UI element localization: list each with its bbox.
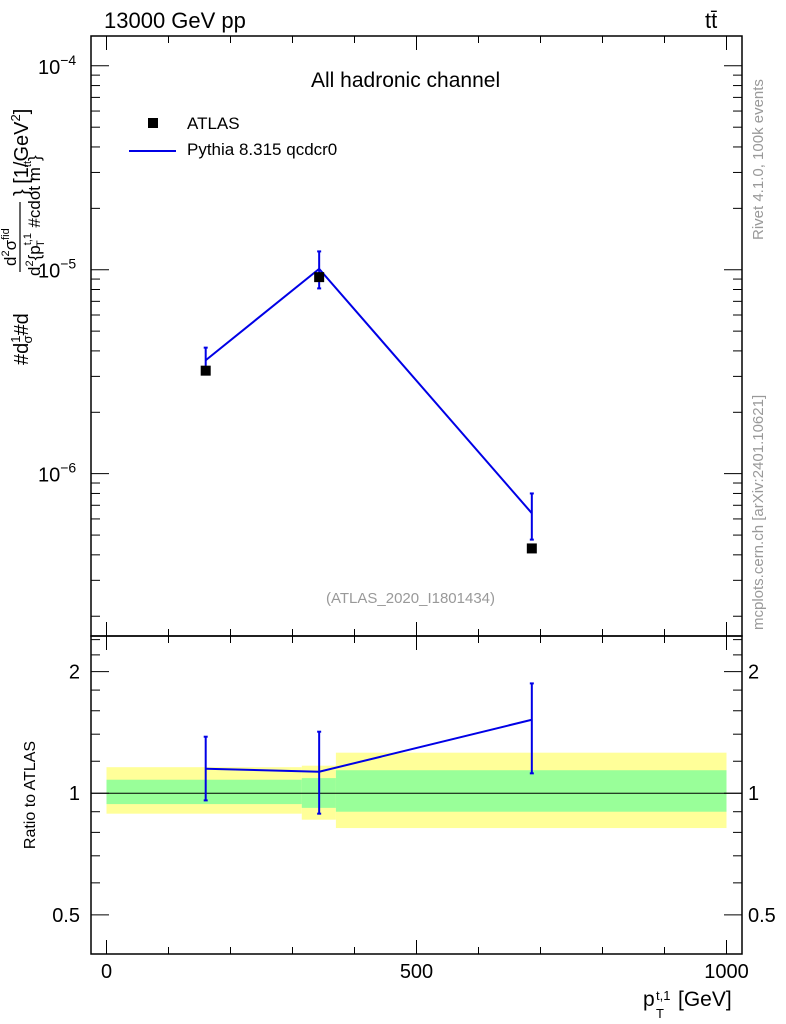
analysis-id: (ATLAS_2020_I1801434)	[326, 590, 496, 607]
y-tick-label-ratio-right: 1	[748, 783, 759, 805]
atlas-data-point	[526, 543, 537, 554]
main-series	[200, 250, 537, 554]
y-tick-label-ratio-left: 1	[69, 783, 80, 805]
legend-marker-atlas	[148, 118, 158, 128]
axis-ticks	[91, 36, 742, 955]
band-inner-bin-2	[335, 770, 727, 812]
y-tick-label-ratio-right: 2	[748, 662, 759, 684]
y-tick-label-main: 10−6	[38, 460, 76, 487]
legend-label-pythia: Pythia 8.315 qcdcr0	[187, 140, 338, 159]
channel-title: All hadronic channel	[311, 69, 501, 92]
x-axis-label: p t,1 T [GeV]	[643, 988, 732, 1021]
energy-label: 13000 GeV pp	[104, 8, 246, 33]
x-tick-label: 1000	[704, 961, 749, 983]
main-plot-frame	[90, 35, 743, 637]
y-tick-label-main: 10−5	[38, 256, 76, 283]
ratio-bands	[106, 752, 727, 829]
x-tick-label: 0	[101, 961, 112, 983]
legend-label-atlas: ATLAS	[187, 114, 240, 133]
svg-text:[GeV]: [GeV]	[678, 988, 732, 1011]
y-label-denominator: d2{pt,1T #cdot mtt}	[22, 155, 47, 276]
side-label-bottom: mcplots.cern.ch [arXiv:2401.10621]	[750, 395, 767, 630]
y-tick-label-ratio-left: 2	[69, 662, 80, 684]
y-tick-label-ratio-right: 0.5	[748, 905, 776, 927]
y-tick-label-ratio-left: 0.5	[52, 905, 80, 927]
main-y-axis-label: #d1σ#d d2σfid d2{pt,1T #cdot mtt} } [1/G…	[0, 109, 47, 365]
svg-text:T: T	[656, 1006, 664, 1021]
y-label-part-left: #d1σ#d	[8, 313, 35, 365]
process-label: tt̄	[705, 8, 718, 33]
svg-text:t,1: t,1	[656, 988, 670, 1003]
pythia-line	[205, 267, 533, 514]
side-label-top: Rivet 4.1.0, 100k events	[750, 79, 767, 240]
y-label-units: } [1/GeV2]	[8, 109, 33, 196]
svg-text:p: p	[643, 988, 655, 1011]
ratio-series	[203, 682, 534, 815]
y-label-numerator: d2σfid	[0, 228, 20, 266]
x-tick-label: 500	[400, 961, 433, 983]
y-tick-label-main: 10−4	[38, 52, 76, 79]
tick-labels: 0 500 1000 10−6 10−5 10−4 0.5 0.5 1 1 2 2	[38, 52, 776, 983]
atlas-data-point	[200, 365, 211, 376]
atlas-data-point	[314, 272, 325, 283]
